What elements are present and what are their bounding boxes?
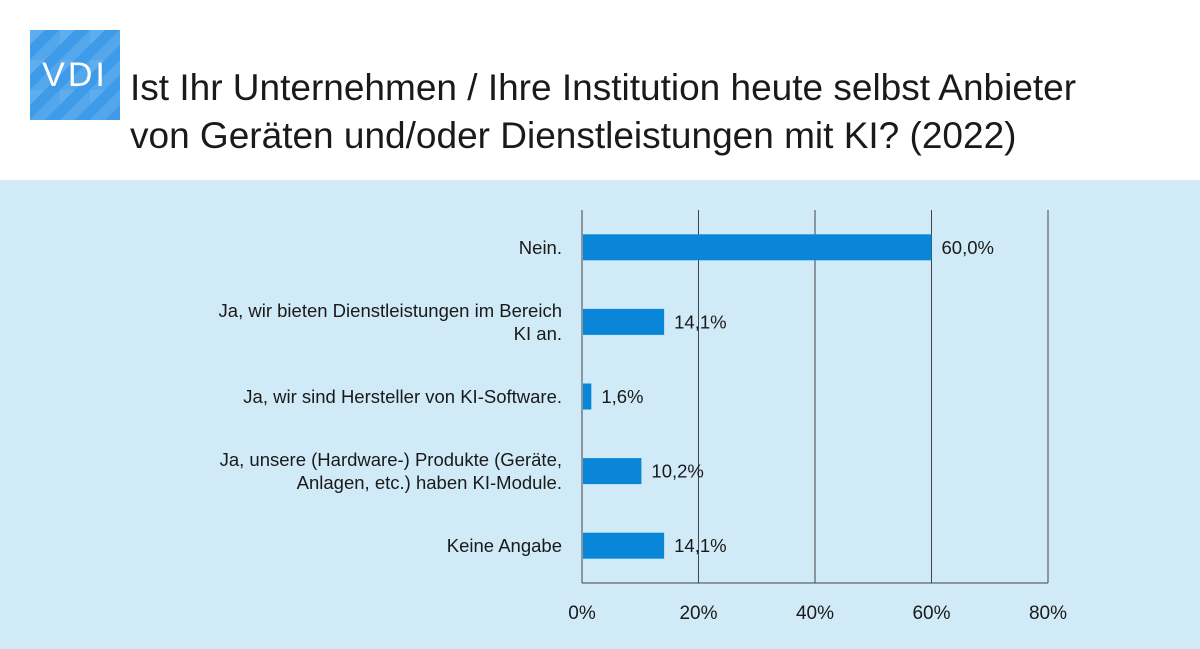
logo-text: VDI	[42, 56, 108, 94]
data-label-1: 14,1%	[674, 311, 726, 332]
x-tick-label-4: 80%	[1029, 603, 1067, 624]
category-label-2-line-0: Ja, wir sind Hersteller von KI-Software.	[243, 386, 562, 407]
x-tick-label-2: 40%	[796, 603, 834, 624]
category-label-1-line-1: KI an.	[513, 322, 562, 344]
category-label-1-line-0: Ja, wir bieten Dienstleistungen im Berei…	[218, 299, 562, 321]
data-label-0: 60,0%	[942, 237, 994, 258]
chart-title: Ist Ihr Unternehmen / Ihre Institution h…	[130, 64, 1180, 160]
category-label-3: Ja, unsere (Hardware-) Produkte (Geräte,…	[92, 448, 562, 494]
category-label-4: Keine Angabe	[92, 534, 562, 557]
bar-1	[583, 308, 665, 335]
x-tick-label-1: 20%	[679, 603, 717, 624]
category-label-2: Ja, wir sind Hersteller von KI-Software.	[92, 385, 562, 408]
bar-2	[583, 383, 592, 410]
category-label-3-line-1: Anlagen, etc.) haben KI-Module.	[296, 472, 562, 494]
chart-title-line-2: von Geräten und/oder Dienstleistungen mi…	[130, 115, 1017, 156]
data-label-4: 14,1%	[674, 535, 726, 556]
bar-4	[583, 532, 665, 559]
data-label-3: 10,2%	[651, 461, 703, 482]
header: VDI Ist Ihr Unternehmen / Ihre Instituti…	[0, 0, 1200, 180]
category-label-4-line-0: Keine Angabe	[446, 535, 562, 557]
x-tick-label-3: 60%	[912, 603, 950, 624]
vdi-logo: VDI	[30, 30, 120, 120]
bar-0	[583, 234, 932, 261]
category-label-1: Ja, wir bieten Dienstleistungen im Berei…	[92, 299, 562, 345]
category-label-0-line-0: Nein.	[518, 236, 562, 258]
chart-title-line-1: Ist Ihr Unternehmen / Ihre Institution h…	[130, 67, 1077, 108]
x-tick-label-0: 0%	[568, 603, 596, 624]
bar-3	[583, 458, 642, 485]
category-label-3-line-0: Ja, unsere (Hardware-) Produkte (Geräte,	[219, 449, 562, 471]
data-label-2: 1,6%	[601, 386, 643, 407]
category-label-0: Nein.	[92, 236, 562, 259]
